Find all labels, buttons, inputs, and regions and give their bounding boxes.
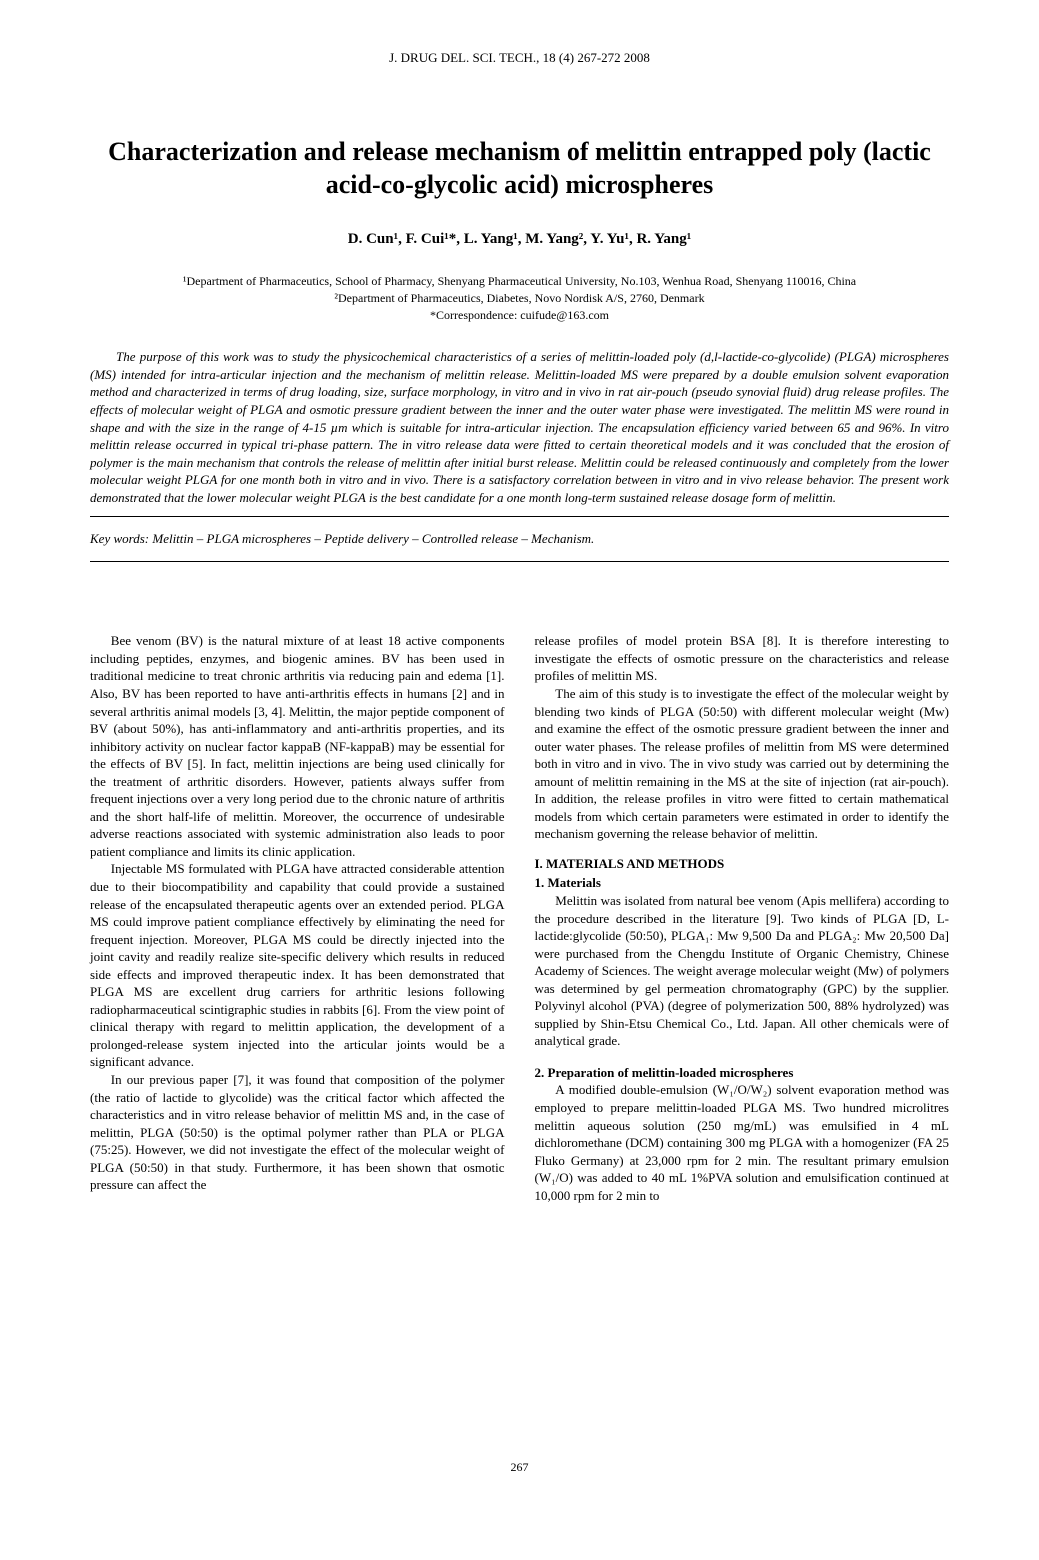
keywords-text: Melittin – PLGA microspheres – Peptide d… (152, 531, 594, 546)
affiliation-2: ²Department of Pharmaceutics, Diabetes, … (90, 290, 949, 307)
keywords-label: Key words: (90, 531, 149, 546)
divider-rule-bottom (90, 561, 949, 562)
correspondence: *Correspondence: cuifude@163.com (90, 307, 949, 324)
section-1-heading: I. MATERIALS AND METHODS (535, 855, 950, 873)
intro-para-5: The aim of this study is to investigate … (535, 685, 950, 843)
intro-para-3: In our previous paper [7], it was found … (90, 1071, 505, 1194)
materials-para: Melittin was isolated from natural bee v… (535, 892, 950, 1050)
preparation-para: A modified double-emulsion (W₁/O/W₂) sol… (535, 1081, 950, 1204)
intro-para-4: release profiles of model protein BSA [8… (535, 632, 950, 685)
body-columns: Bee venom (BV) is the natural mixture of… (90, 632, 949, 1204)
left-column: Bee venom (BV) is the natural mixture of… (90, 632, 505, 1204)
divider-rule-top (90, 516, 949, 517)
authors-line: D. Cun¹, F. Cui¹*, L. Yang¹, M. Yang², Y… (90, 231, 949, 248)
abstract-text: The purpose of this work was to study th… (90, 348, 949, 506)
keywords-line: Key words: Melittin – PLGA microspheres … (90, 525, 949, 553)
affiliations-block: ¹Department of Pharmaceutics, School of … (90, 273, 949, 323)
intro-para-2: Injectable MS formulated with PLGA have … (90, 860, 505, 1071)
subsection-1-1-heading: 1. Materials (535, 874, 950, 892)
journal-header: J. DRUG DEL. SCI. TECH., 18 (4) 267-272 … (90, 50, 949, 66)
intro-para-1: Bee venom (BV) is the natural mixture of… (90, 632, 505, 860)
affiliation-1: ¹Department of Pharmaceutics, School of … (90, 273, 949, 290)
right-column: release profiles of model protein BSA [8… (535, 632, 950, 1204)
subsection-1-2-heading: 2. Preparation of melittin-loaded micros… (535, 1064, 950, 1082)
page-number: 267 (511, 1460, 529, 1475)
paper-title: Characterization and release mechanism o… (90, 136, 949, 201)
